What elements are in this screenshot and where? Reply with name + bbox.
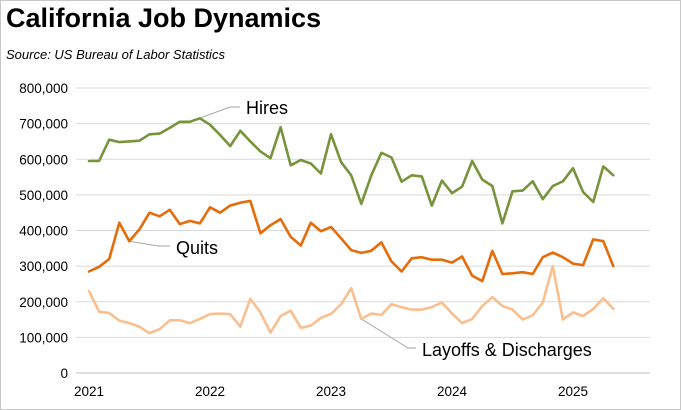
y-tick-label: 700,000 — [19, 117, 68, 132]
series-line-layoffs-discharges — [87, 264, 615, 335]
x-tick-label: 2022 — [195, 384, 225, 399]
chart-title: California Job Dynamics — [6, 3, 322, 33]
callout-layoffs: Layoffs & Discharges — [422, 340, 592, 360]
x-tick-label: 2024 — [437, 384, 468, 399]
y-tick-label: 800,000 — [19, 81, 68, 96]
series-lines — [87, 117, 615, 335]
x-tick-label: 2025 — [558, 384, 588, 399]
y-tick-label: 300,000 — [19, 259, 68, 274]
callout-leader — [129, 240, 170, 247]
y-tick-label: 0 — [60, 366, 68, 381]
callout-leader — [361, 318, 416, 349]
y-tick-label: 400,000 — [19, 224, 68, 239]
y-tick-label: 100,000 — [19, 330, 68, 345]
x-tick-label: 2021 — [74, 384, 104, 399]
x-tick-label: 2023 — [316, 384, 346, 399]
y-tick-label: 200,000 — [19, 295, 68, 310]
callout-leaders — [129, 106, 416, 349]
callout-hires: Hires — [246, 98, 288, 118]
y-tick-label: 500,000 — [19, 188, 68, 203]
series-line-hires — [87, 117, 615, 225]
callout-quits: Quits — [176, 238, 218, 258]
y-tick-label: 600,000 — [19, 152, 68, 167]
axes: 0 100,000 200,000 300,000 400,000 500,000 600,… — [19, 81, 650, 399]
chart-source: Source: US Bureau of Labor Statistics — [6, 47, 225, 62]
gridlines — [76, 87, 650, 338]
callout-leader — [189, 106, 240, 123]
series-line-quits — [87, 199, 615, 283]
